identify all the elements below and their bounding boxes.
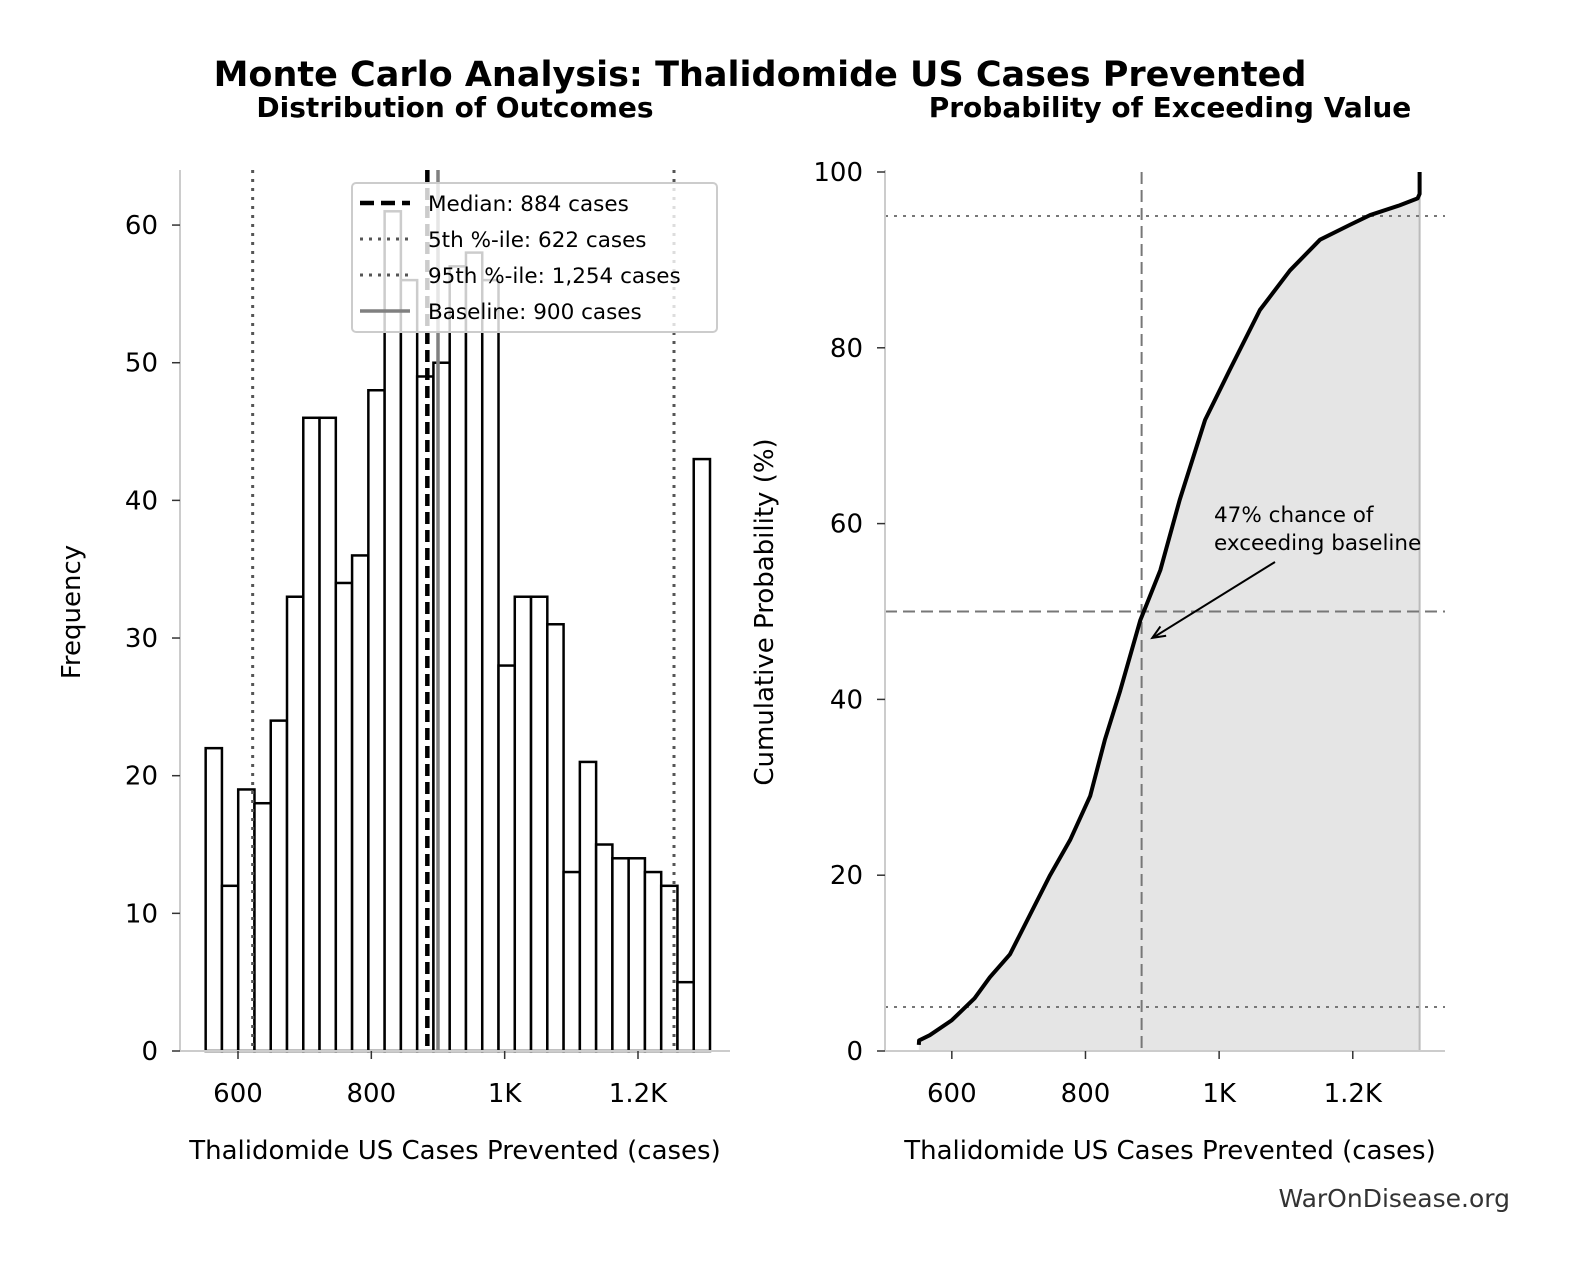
histogram-bars: [204, 210, 712, 1053]
histogram-bar: [448, 265, 468, 1053]
histogram-bar: [513, 595, 533, 1053]
histogram-bar: [432, 361, 451, 1053]
cdf-line: [916, 172, 1422, 1045]
figure-title: Monte Carlo Analysis: Thalidomide US Cas…: [214, 55, 1307, 95]
histogram-axes: 600 800 1K 1.2K 0 10 20 30 40 50 60: [125, 170, 730, 1109]
histogram-bar: [643, 870, 663, 1053]
arrow-head: [1150, 625, 1167, 640]
histogram-bar: [220, 884, 240, 1053]
histogram-bar: [611, 857, 630, 1053]
histogram-bar: [253, 801, 272, 1053]
cdf-xlabel: Thalidomide US Cases Prevented (cases): [903, 1136, 1435, 1166]
histogram-title: Distribution of Outcomes: [256, 91, 653, 124]
legend-entry: Baseline: 900 cases: [428, 300, 642, 325]
cdf-title: Probability of Exceeding Value: [929, 91, 1412, 124]
histogram-bar: [562, 870, 582, 1053]
legend-entry: 95th %-ile: 1,254 cases: [428, 264, 681, 289]
histogram-bar: [497, 664, 517, 1053]
y-tick-label: 0: [846, 1037, 863, 1067]
y-tick-label: 50: [125, 349, 158, 379]
cdf-fill: [918, 172, 1420, 1051]
y-tick-label: 30: [125, 624, 158, 654]
histogram-bar: [627, 857, 647, 1053]
legend: Median: 884 cases 5th %-ile: 622 cases 95t…: [351, 182, 718, 333]
x-tick-label: 600: [213, 1079, 263, 1109]
histogram-bar: [529, 595, 549, 1053]
histogram-bar: [318, 416, 338, 1053]
cdf-ylabel: Cumulative Probability (%): [750, 438, 780, 785]
histogram-bar: [285, 595, 305, 1053]
histogram-bar: [480, 278, 500, 1053]
histogram-ylabel: Frequency: [57, 545, 87, 679]
legend-entry: Median: 884 cases: [428, 192, 629, 217]
y-tick-label: 10: [125, 899, 158, 929]
histogram-bar: [367, 389, 386, 1053]
histogram-bar: [676, 980, 695, 1053]
histogram-bar: [269, 719, 289, 1053]
histogram-bar: [204, 746, 224, 1053]
annotation-line-2: exceeding baseline: [1214, 531, 1421, 556]
cdf-axes: 600 800 1K 1.2K 0 20 40 60 80 100: [813, 158, 1445, 1109]
histogram-bar: [692, 457, 712, 1053]
histogram-panel: Distribution of Outcomes 600 800 1K 1.2K 0 10…: [57, 91, 730, 1166]
legend-entry: 5th %-ile: 622 cases: [428, 228, 647, 253]
watermark: WarOnDisease.org: [1278, 1184, 1510, 1213]
annotation-line-1: 47% chance of: [1214, 503, 1374, 528]
legend-box: [351, 182, 718, 333]
x-tick-label: 800: [347, 1079, 397, 1109]
histogram-bar: [464, 251, 484, 1053]
y-tick-label: 100: [813, 158, 863, 188]
x-tick-label: 1.2K: [1324, 1079, 1383, 1109]
y-tick-label: 20: [830, 861, 863, 891]
x-tick-label: 1.2K: [609, 1079, 668, 1109]
arrow-shaft: [1153, 561, 1276, 638]
histogram-xlabel: Thalidomide US Cases Prevented (cases): [188, 1136, 720, 1166]
x-tick-label: 1K: [1202, 1079, 1237, 1109]
y-tick-label: 40: [830, 685, 863, 715]
histogram-bar: [546, 623, 565, 1053]
histogram-bar: [383, 210, 403, 1053]
y-tick-label: 80: [830, 334, 863, 364]
y-tick-label: 60: [830, 510, 863, 540]
annotation: 47% chance of exceeding baseline: [1150, 503, 1421, 640]
histogram-bar: [578, 760, 598, 1053]
y-tick-label: 40: [125, 486, 158, 516]
histogram-bar: [350, 554, 370, 1053]
histogram-bar: [399, 278, 419, 1053]
y-tick-label: 20: [125, 762, 158, 792]
x-tick-label: 800: [1061, 1079, 1111, 1109]
histogram-bar: [594, 843, 614, 1053]
x-tick-label: 1K: [488, 1079, 523, 1109]
cdf-area: [885, 172, 1445, 1051]
y-tick-label: 60: [125, 211, 158, 241]
histogram-bar: [334, 581, 354, 1053]
x-tick-label: 600: [927, 1079, 977, 1109]
histogram-bar: [302, 416, 321, 1053]
cdf-panel: Probability of Exceeding Value 600 800 1K 1…: [750, 91, 1445, 1166]
annotation-arrow: [1150, 561, 1276, 640]
y-tick-label: 0: [141, 1037, 158, 1067]
